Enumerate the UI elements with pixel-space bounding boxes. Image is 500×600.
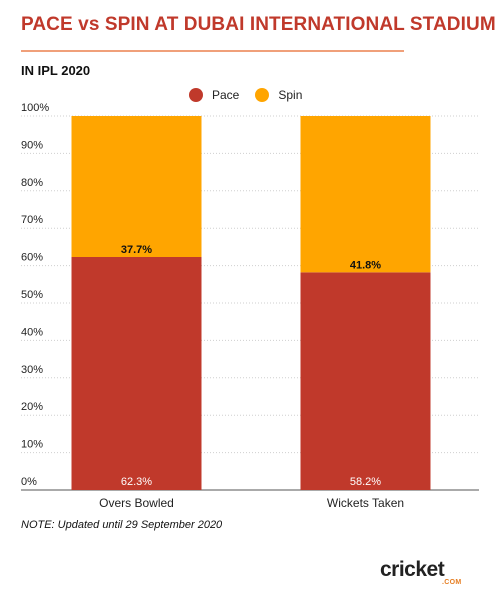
y-tick-label: 90% [21, 139, 43, 151]
chart-legend: Pace Spin [189, 88, 318, 102]
y-tick-label: 10% [21, 439, 43, 451]
chart-subtitle: IN IPL 2020 [21, 63, 91, 78]
legend-item-pace: Pace [189, 88, 239, 102]
logo-domain: .COM [442, 579, 462, 586]
y-tick-label: 60% [21, 252, 43, 264]
chart-title: PACE vs SPIN AT DUBAI INTERNATIONAL STAD… [21, 14, 496, 35]
data-label-spin: 41.8% [350, 259, 381, 271]
legend-label-spin: Spin [278, 88, 303, 102]
bar-pace [300, 272, 431, 490]
data-label-pace: 58.2% [350, 476, 381, 488]
legend-swatch-spin [255, 88, 270, 102]
cricket-com-logo: cricket .COM [380, 559, 468, 591]
y-tick-label: 80% [21, 177, 43, 189]
y-tick-label: 40% [21, 326, 43, 338]
y-tick-label: 100% [21, 102, 49, 114]
data-label-pace: 62.3% [121, 476, 152, 488]
x-category-label: Wickets Taken [327, 496, 404, 510]
bar-spin [300, 116, 431, 273]
logo-wordmark: cricket [380, 558, 445, 581]
legend-label-pace: Pace [212, 88, 240, 102]
legend-swatch-pace [189, 88, 203, 102]
bar-pace [71, 256, 202, 490]
legend-item-spin: Spin [255, 88, 302, 102]
y-tick-label: 20% [21, 401, 43, 413]
data-label-spin: 37.7% [121, 244, 152, 256]
y-tick-label: 30% [21, 364, 43, 376]
y-tick-label: 0% [21, 476, 37, 488]
x-category-label: Overs Bowled [99, 496, 174, 510]
bar-spin [71, 116, 202, 257]
y-tick-label: 50% [21, 289, 43, 301]
footnote: NOTE: Updated until 29 September 2020 [21, 519, 223, 531]
y-tick-label: 70% [21, 214, 43, 226]
title-underline [21, 50, 404, 52]
